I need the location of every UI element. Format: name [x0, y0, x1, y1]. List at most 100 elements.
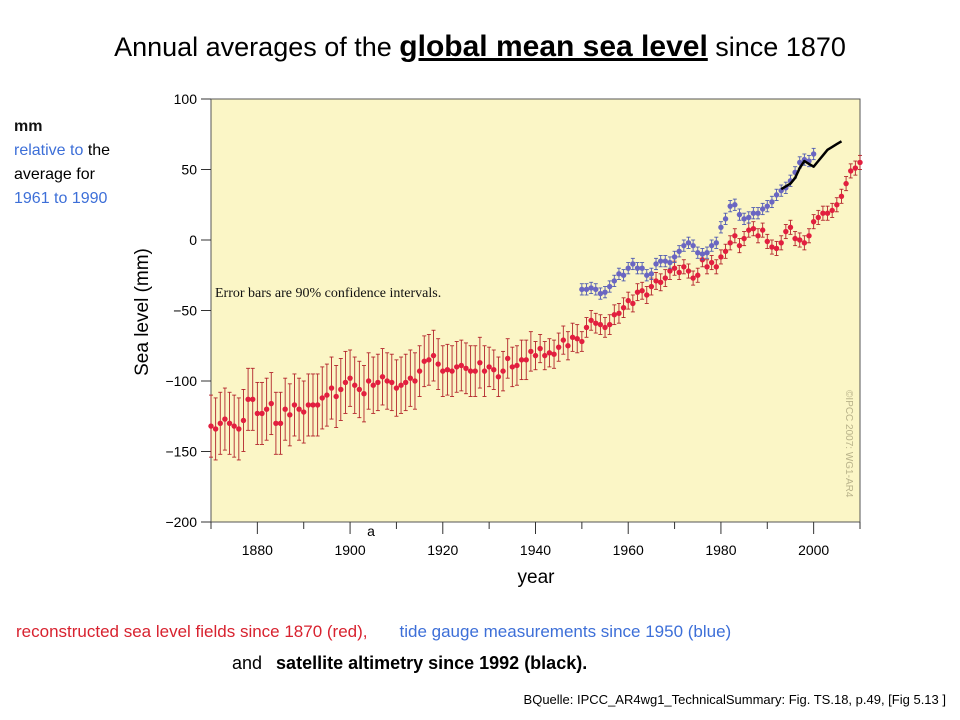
red-point [657, 279, 664, 285]
blue-point [644, 272, 650, 278]
red-point [532, 352, 539, 359]
red-point [778, 240, 784, 246]
blue-point [593, 286, 599, 293]
red-point [662, 275, 668, 281]
blue-point [695, 249, 701, 256]
red-point [648, 283, 655, 290]
red-point [583, 324, 590, 331]
blue-point [583, 286, 590, 293]
red-point [222, 416, 228, 422]
red-point [212, 426, 219, 432]
red-point [268, 400, 274, 407]
blue-point [681, 242, 687, 249]
red-point [491, 367, 497, 373]
red-point [857, 159, 863, 166]
red-point [783, 228, 789, 235]
red-point [472, 368, 478, 374]
red-point [569, 334, 576, 340]
red-point [440, 368, 446, 374]
red-point [764, 238, 770, 245]
red-point [806, 233, 812, 239]
red-point [769, 244, 775, 250]
red-point [746, 227, 752, 233]
red-point [301, 409, 307, 415]
red-point [722, 248, 729, 254]
red-point [291, 402, 298, 408]
red-point [477, 359, 483, 366]
red-point [852, 165, 859, 171]
page-title: Annual averages of the global mean sea l… [0, 30, 960, 64]
red-series [208, 154, 863, 461]
red-point [848, 168, 854, 174]
red-point [829, 207, 835, 214]
red-point [361, 390, 367, 397]
red-point [741, 235, 747, 242]
red-point [685, 268, 692, 274]
caption-red: reconstructed sea level fields since 187… [16, 622, 368, 641]
blue-point [634, 265, 641, 271]
red-point [282, 406, 288, 412]
red-point [713, 264, 719, 270]
x-tick-label: 1880 [242, 542, 273, 558]
blue-point [769, 199, 775, 205]
blue-point [611, 278, 618, 284]
red-point [263, 406, 270, 412]
x-tick-label: 2000 [798, 542, 829, 558]
red-point [389, 379, 395, 386]
red-point [736, 242, 743, 249]
red-point [667, 268, 673, 274]
blue-point [597, 290, 604, 297]
red-point [314, 402, 321, 408]
red-point [574, 336, 580, 342]
red-point [560, 337, 567, 343]
red-point [495, 374, 502, 380]
red-point [732, 233, 738, 239]
red-point [718, 254, 724, 260]
red-point [347, 375, 353, 381]
red-point [245, 396, 251, 403]
red-point [523, 357, 529, 363]
blue-point [810, 151, 817, 157]
red-point [277, 420, 284, 426]
blue-series [579, 147, 817, 300]
red-point [593, 320, 599, 326]
red-point [319, 395, 325, 401]
red-point [555, 344, 562, 350]
period-text: 1961 to 1990 [14, 190, 108, 207]
red-point [342, 379, 349, 386]
red-point [597, 321, 604, 328]
red-point [430, 352, 437, 359]
y-tick-label: −100 [165, 373, 197, 389]
x-tick-label: 1900 [334, 542, 365, 558]
red-point [606, 321, 613, 328]
red-point [310, 402, 316, 408]
blue-point [699, 251, 706, 257]
red-point [398, 382, 404, 388]
red-point [616, 310, 622, 317]
red-point [639, 288, 645, 294]
red-point [500, 368, 506, 374]
red-point [695, 272, 701, 278]
red-point [208, 423, 214, 429]
title-suffix: since 1870 [715, 32, 846, 62]
red-point [838, 193, 845, 199]
red-point [787, 224, 794, 231]
red-point [676, 269, 682, 276]
red-point [463, 365, 469, 372]
red-point [444, 367, 451, 373]
red-point [416, 368, 423, 374]
blue-point [750, 210, 757, 216]
blue-point [662, 258, 668, 264]
red-point [467, 368, 474, 374]
blue-point [657, 258, 664, 264]
red-point [352, 382, 358, 388]
red-point [690, 275, 696, 281]
red-point [370, 382, 376, 388]
red-point [708, 259, 715, 266]
blue-point [602, 289, 608, 295]
red-point [704, 264, 710, 270]
blue-point [773, 192, 780, 198]
red-point [393, 385, 400, 391]
caption-blue: tide gauge measurements since 1950 (blue… [399, 622, 732, 641]
red-point [843, 180, 849, 187]
